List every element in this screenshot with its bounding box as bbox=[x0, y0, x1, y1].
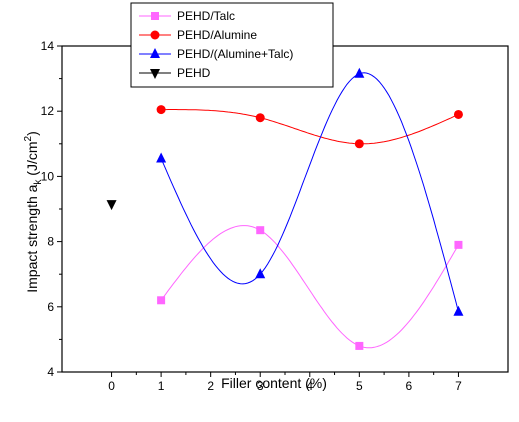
y-tick-label: 4 bbox=[47, 365, 54, 379]
legend-swatch-marker bbox=[150, 30, 160, 40]
x-axis-label: Filler content (%) bbox=[221, 375, 327, 391]
legend-item: PEHD/Alumine bbox=[139, 28, 257, 42]
x-tick-label: 2 bbox=[207, 379, 214, 393]
series-2 bbox=[156, 67, 464, 316]
data-point bbox=[256, 226, 265, 235]
series-0 bbox=[157, 225, 463, 350]
legend-swatch-marker bbox=[150, 48, 160, 58]
y-tick-label: 14 bbox=[41, 39, 55, 53]
data-point bbox=[156, 105, 166, 115]
data-point bbox=[453, 109, 463, 119]
legend-item: PEHD/(Alumine+Talc) bbox=[139, 47, 293, 61]
data-point bbox=[106, 200, 117, 211]
legend: PEHD/Talc PEHD/Alumine PEHD/(Alumine+Talc)… bbox=[130, 2, 334, 88]
data-point bbox=[156, 152, 167, 163]
y-axis-label-subscript: k bbox=[33, 179, 44, 185]
y-tick-label: 6 bbox=[47, 300, 54, 314]
y-tick-label: 12 bbox=[41, 104, 55, 118]
plot-frame bbox=[61, 45, 509, 373]
plot-area-border bbox=[61, 45, 509, 373]
data-point bbox=[453, 305, 464, 316]
data-point bbox=[255, 113, 265, 123]
x-tick-label: 3 bbox=[257, 379, 264, 393]
data-point bbox=[355, 341, 364, 350]
y-axis-label: Impact strength ak (J/cm2) bbox=[23, 131, 44, 293]
y-axis-label-superscript: 2 bbox=[23, 135, 34, 141]
x-tick-label: 0 bbox=[108, 379, 115, 393]
x-axis-ticks: 0 1 2 3 4 5 6 7 bbox=[108, 372, 462, 393]
y-axis-ticks: 4 6 8 10 12 14 bbox=[41, 39, 62, 379]
data-point bbox=[354, 67, 365, 78]
data-point bbox=[454, 240, 463, 249]
legend-label: PEHD/(Alumine+Talc) bbox=[177, 47, 293, 61]
legend-label: PEHD bbox=[177, 66, 211, 80]
y-axis-label-unit-close: ) bbox=[24, 131, 40, 136]
x-tick-label: 4 bbox=[306, 379, 313, 393]
series-1 bbox=[156, 105, 463, 149]
y-axis-label-main: Impact strength a bbox=[24, 184, 40, 292]
series-3 bbox=[106, 200, 117, 211]
series-line bbox=[160, 225, 459, 349]
data-point bbox=[157, 296, 166, 305]
y-tick-label: 8 bbox=[47, 235, 54, 249]
x-tick-label: 1 bbox=[158, 379, 165, 393]
legend-swatch-marker bbox=[151, 12, 159, 20]
data-point bbox=[354, 139, 364, 149]
legend-label: PEHD/Talc bbox=[177, 9, 235, 23]
series-line bbox=[161, 109, 459, 145]
x-tick-label: 7 bbox=[455, 379, 462, 393]
legend-item: PEHD/Talc bbox=[139, 9, 235, 23]
legend-label: PEHD/Alumine bbox=[177, 28, 257, 42]
y-tick-label: 10 bbox=[41, 169, 55, 183]
legend-swatch-marker bbox=[150, 69, 160, 79]
x-tick-label: 5 bbox=[356, 379, 363, 393]
y-axis-label-unit: (J/cm bbox=[24, 141, 40, 179]
data-point bbox=[255, 268, 266, 279]
legend-item: PEHD bbox=[139, 66, 211, 80]
series-line bbox=[160, 72, 459, 312]
x-tick-label: 6 bbox=[406, 379, 413, 393]
series-layer bbox=[106, 67, 464, 350]
